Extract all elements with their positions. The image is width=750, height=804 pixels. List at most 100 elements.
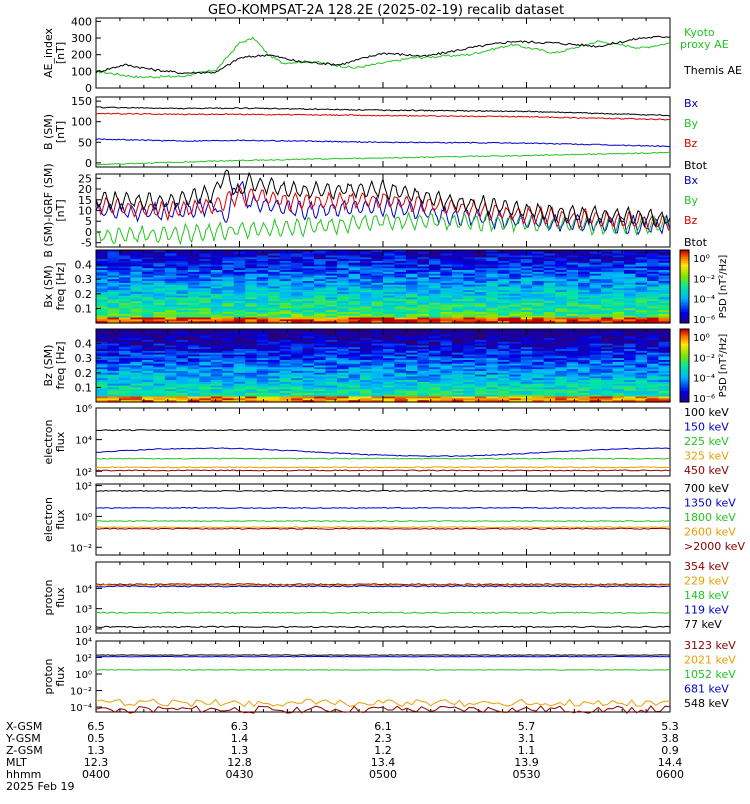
series-line: [96, 655, 670, 656]
legend-entry: By: [684, 194, 699, 207]
y-tick-label: 10³: [75, 605, 92, 616]
y-tick-label: 10²: [75, 482, 92, 493]
legend-entry: 3123 keV: [684, 639, 736, 652]
colorbar-tick-label: 10⁻⁴: [693, 295, 715, 306]
y-tick-label: 10⁴: [75, 637, 92, 648]
legend-entry: Btot: [684, 236, 708, 249]
y-tick-label: 10⁰: [75, 670, 92, 681]
legend-entry: 229 keV: [684, 575, 729, 588]
colorbar-label-text: PSD [nT²/Hz]: [718, 255, 729, 319]
y-axis-label: [nT]: [54, 42, 67, 64]
legend-entry: 2600 keV: [684, 526, 736, 539]
series-line: [96, 521, 670, 522]
legend-entry: 2021 keV: [684, 654, 736, 667]
colorbar-tick-label: 10⁰: [693, 333, 710, 344]
series-line: [96, 170, 670, 227]
legend-proxy-ae: proxy AE: [680, 38, 729, 51]
y-tick-label: 10⁴: [75, 584, 92, 595]
legend-entry: 119 keV: [684, 604, 729, 617]
y-tick-label: 10⁻⁴: [70, 703, 92, 714]
series-line: [96, 37, 670, 78]
x-axis-value: 0530: [513, 768, 541, 781]
y-axis-label-dB: B (SM)-IGRF (SM)[nT]: [42, 163, 67, 257]
y-tick-label: 10⁻²: [70, 687, 92, 698]
series-line: [96, 656, 670, 657]
legend-entry: 148 keV: [684, 589, 729, 602]
panel-frame: [96, 97, 670, 167]
y-axis-label-spectrogram: Bx (SM)freq [Hz]: [42, 262, 67, 310]
y-tick-label: 0.2: [75, 288, 93, 301]
legend-themis-ae: Themis AE: [683, 64, 742, 77]
y-tick-label: 0.3: [75, 273, 93, 286]
y-tick-label: 10⁻²: [70, 543, 92, 554]
series-line: [96, 699, 670, 706]
legend-entry: 325 keV: [684, 450, 729, 463]
legend-entry: Bx: [684, 174, 699, 187]
panel-frame: [96, 562, 670, 633]
colorbar-tick-label: 10⁰: [693, 254, 710, 265]
colorbar-tick-label: 10⁻⁶: [693, 315, 715, 326]
y-axis-label-b: B (SM)[nT]: [42, 114, 67, 150]
colorbar-label-text: PSD [nT²/Hz]: [718, 334, 729, 398]
legend-entry: 450 keV: [684, 464, 729, 477]
y-tick-label: 10²: [75, 467, 92, 478]
legend-entry: Bx: [684, 97, 699, 110]
series-line: [96, 139, 670, 147]
legend-entry: Btot: [684, 159, 708, 172]
series-line: [96, 448, 670, 457]
y-tick-label: 300: [71, 32, 92, 45]
legend-entry: >2000 keV: [684, 540, 745, 553]
series-line: [96, 612, 670, 613]
panel-frame: [96, 408, 670, 476]
series-line: [96, 113, 670, 120]
legend-entry: 548 keV: [684, 697, 729, 710]
y-tick-label: 0.1: [75, 381, 93, 394]
x-axis-value: 0400: [82, 768, 110, 781]
colorbar-label: PSD [nT²/Hz]: [718, 334, 729, 398]
legend-entry: 1052 keV: [684, 668, 736, 681]
y-tick-label: 0.4: [75, 338, 93, 351]
x-axis-value: 0600: [656, 768, 684, 781]
colorbar-tick-label: 10⁻⁴: [693, 374, 715, 385]
y-tick-label: 10⁰: [75, 512, 92, 523]
figure-title: GEO-KOMPSAT-2A 128.2E (2025-02-19) recal…: [208, 3, 564, 18]
y-tick-label: 50: [78, 136, 92, 149]
series-line: [96, 430, 670, 431]
y-tick-label: 100: [71, 116, 92, 129]
series-line: [96, 467, 670, 468]
series-line: [96, 528, 670, 529]
legend-entry: 700 keV: [684, 482, 729, 495]
series-line: [96, 491, 670, 492]
x-axis-value: 0500: [369, 768, 397, 781]
y-axis-label: [nT]: [54, 199, 67, 221]
y-tick-label: 25: [78, 172, 92, 185]
legend-entry: 77 keV: [684, 618, 722, 631]
y-axis-label: flux: [54, 587, 67, 608]
legend-entry: Bz: [684, 137, 698, 150]
y-tick-label: 0.1: [75, 302, 93, 315]
series-line: [96, 458, 670, 459]
y-tick-label: 150: [71, 95, 92, 108]
y-tick-label: 10⁶: [75, 404, 92, 415]
y-axis-label: flux: [54, 666, 67, 687]
y-axis-label: [nT]: [54, 121, 67, 143]
legend-entry: 100 keV: [684, 406, 729, 419]
y-tick-label: 0.3: [75, 352, 93, 365]
panel-frame: [96, 484, 670, 555]
y-tick-label: 0.2: [75, 367, 93, 380]
series-line: [96, 508, 670, 509]
legend-entry: Bz: [684, 214, 698, 227]
y-tick-label: 0: [85, 157, 92, 170]
y-tick-label: 0.4: [75, 259, 93, 272]
y-tick-label: 10²: [75, 654, 92, 665]
x-axis-row-label: 2025 Feb 19: [6, 780, 74, 793]
y-axis-label: flux: [54, 431, 67, 452]
colorbar-tick-label: 10⁻²: [693, 353, 715, 364]
colorbar-label: PSD [nT²/Hz]: [718, 255, 729, 319]
y-axis-label: freq [Hz]: [54, 262, 67, 310]
